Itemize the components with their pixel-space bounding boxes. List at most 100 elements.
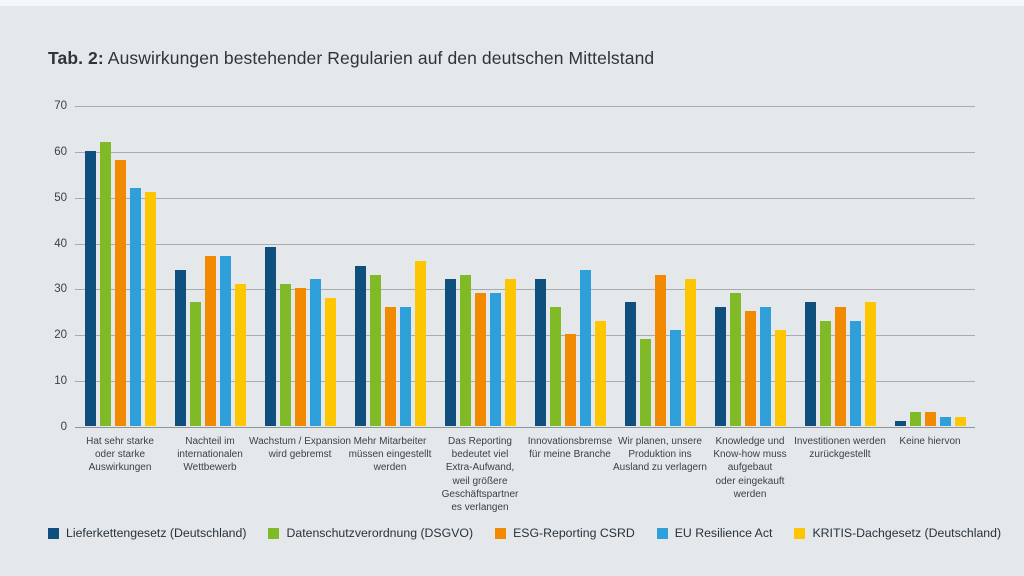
bar [84,150,96,426]
bar [744,311,756,426]
bar [864,302,876,426]
bar [804,302,816,426]
bar [114,160,126,426]
y-tick-label: 70 [54,100,67,112]
x-axis-label: Mehr Mitarbeiter müssen eingestellt werden [348,436,432,474]
bar-group [615,105,705,426]
gridline [75,243,975,245]
bar [534,279,546,426]
y-tick-label: 10 [54,375,67,388]
bar [189,302,201,426]
legend-item: Datenschutzverordnung (DSGVO) [268,526,473,540]
bar [594,320,606,426]
bar [324,297,336,426]
gridline [75,335,975,337]
bar-group [525,105,615,426]
legend-item: EU Resilience Act [656,526,773,540]
bar [204,256,216,426]
legend-label: KRITIS-Dachgesetz (Deutschland) [812,526,1002,540]
bar [834,306,846,426]
x-axis-label: Wachstum / Expansion wird gebremst [249,436,351,461]
bar-group [885,105,975,426]
x-axis-label: Hat sehr starke oder starke Auswirkungen [86,436,154,474]
bar [654,274,666,426]
bar [399,306,411,426]
bar [174,270,186,426]
x-axis-label: Knowledge und Know-how muss aufgebaut oder … [713,436,787,500]
bar [144,192,156,426]
legend-label: Lieferkettengesetz (Deutschland) [66,526,247,540]
y-tick-label: 50 [54,191,67,204]
gridline [75,381,975,383]
bar [444,279,456,426]
bar [129,187,141,426]
bar [279,283,291,426]
legend-swatch-icon [794,527,806,539]
bar [99,141,111,426]
gridline [75,197,975,199]
legend-item: Lieferkettengesetz (Deutschland) [48,526,246,540]
bar-group [255,105,345,426]
bar-group [705,105,795,426]
bar [294,288,306,426]
y-tick-label: 60 [54,145,67,158]
bar [669,329,681,426]
gridline [75,151,975,153]
chart-title: Tab. 2: Auswirkungen bestehender Regular… [48,48,654,69]
legend-label: Datenschutzverordnung (DSGVO) [286,526,474,540]
y-tick-label: 40 [54,237,67,250]
plot-area: 0 10 20 30 40 50 60 70 Hat sehr starke oder stark… [54,100,975,513]
bar [504,279,516,426]
bar-group [795,105,885,426]
bar [924,412,936,426]
bar [354,265,366,426]
x-axis-label: Keine hiervon [899,436,961,447]
gridline [75,106,975,107]
bar [909,412,921,426]
legend-swatch-icon [48,527,59,539]
chart-title-prefix: Tab. 2: [48,48,104,68]
legend-item: ESG-Reporting CSRD [495,526,635,540]
chart-title-text: Auswirkungen bestehender Regularien auf … [103,48,655,68]
bar [489,293,501,426]
gridline [75,289,975,291]
bar [564,334,576,426]
legend-swatch-icon [495,527,507,539]
legend-label: EU Resilience Act [674,526,773,540]
bar [219,256,231,426]
bar [639,338,651,426]
bar [684,279,696,426]
bar [714,306,726,426]
x-axis-label: Nachteil im internationalen Wettbewerb [177,436,243,474]
legend-swatch-icon [656,527,668,539]
y-tick-label: 20 [54,329,67,342]
bar [759,306,771,426]
legend-label: ESG-Reporting CSRD [513,526,635,540]
y-tick-label: 30 [54,283,67,296]
legend-item: KRITIS-Dachgesetz (Deutschland) [794,526,1001,540]
bar-group [345,105,435,426]
bar-group [165,105,255,426]
bar [414,260,426,426]
bar [894,421,906,426]
bar [549,306,561,426]
bar [579,270,591,426]
legend: Lieferkettengesetz (Deutschland) Datensch… [48,526,1001,540]
bar [234,283,246,426]
bar [459,274,471,426]
bar [369,274,381,426]
x-axis-label: Investitionen werden zurückgestellt [794,436,886,461]
bar [384,306,396,426]
bar [954,416,966,426]
bar [849,320,861,426]
bar-group [435,105,525,426]
bar [624,302,636,426]
top-strip [0,0,1024,6]
legend-swatch-icon [268,527,280,539]
bar [474,293,486,426]
bar [819,320,831,426]
bar [729,293,741,426]
gridline [75,427,975,428]
bar [309,279,321,426]
x-axis-label: Das Reporting bedeutet viel Extra-Aufwand,… [441,436,519,513]
